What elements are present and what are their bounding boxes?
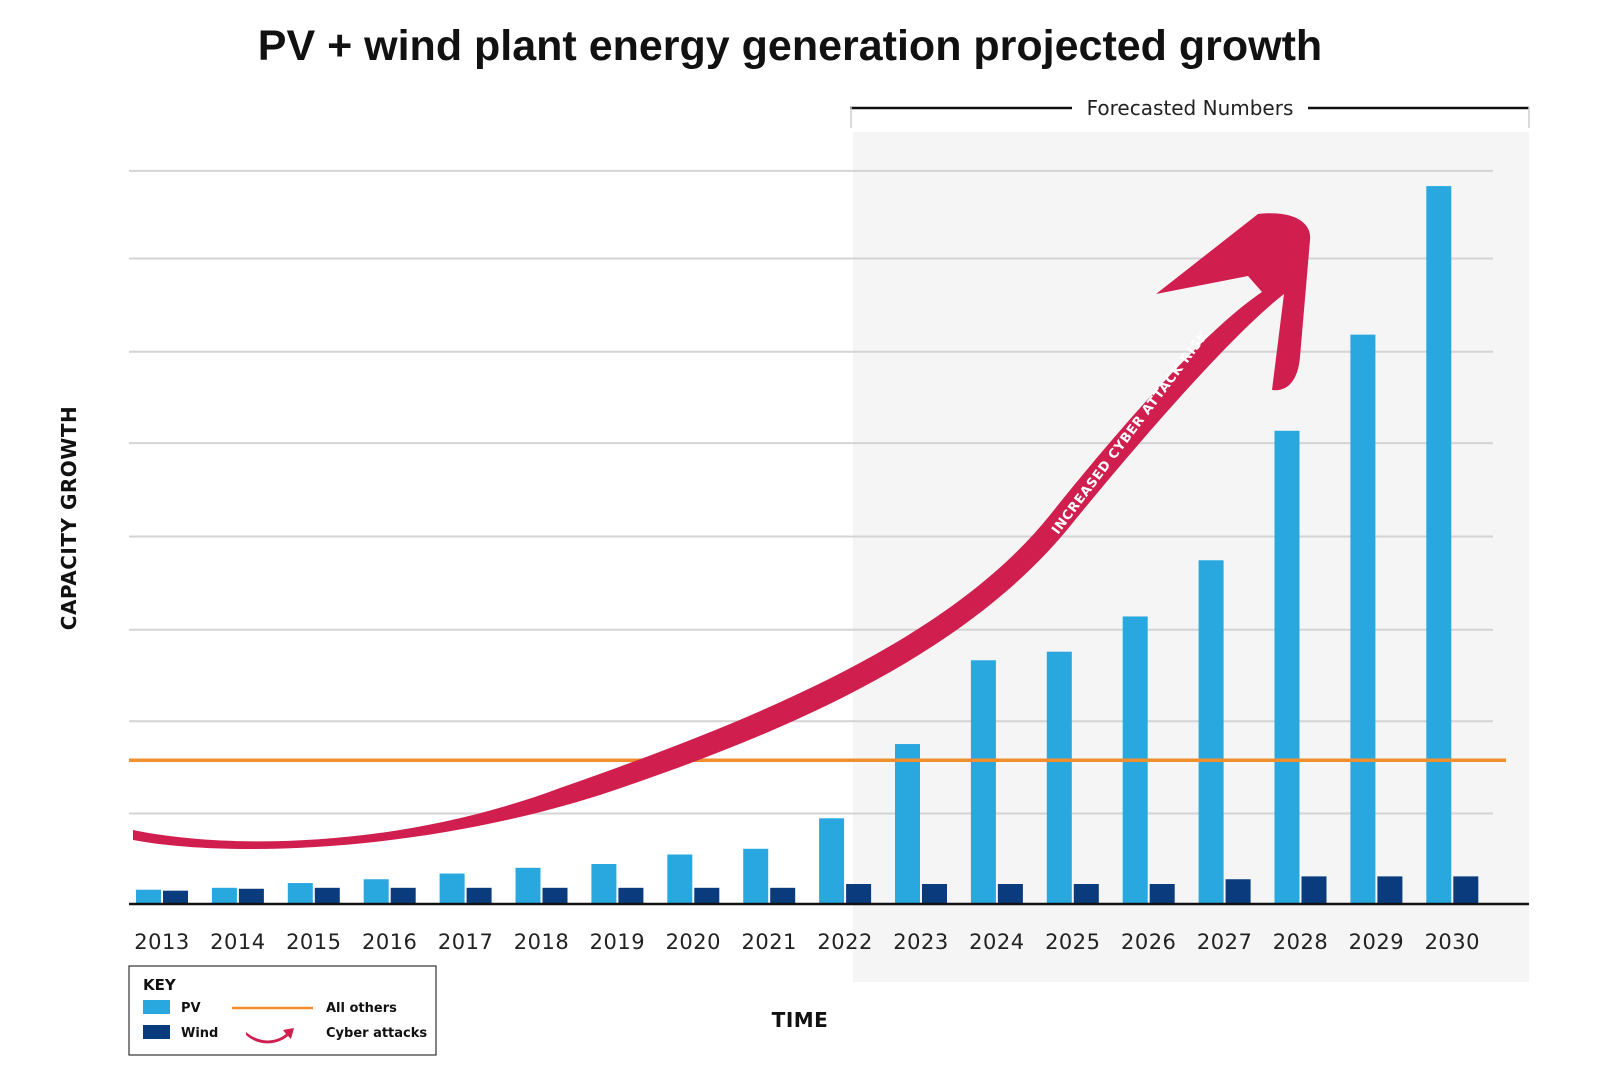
bar-pv-2015 (287, 883, 313, 904)
bar-wind-2014 (238, 888, 264, 904)
bar-pv-2025 (1046, 651, 1072, 904)
bar-wind-2024 (997, 884, 1023, 904)
x-tick-label: 2028 (1273, 930, 1328, 954)
bar-wind-2018 (542, 887, 568, 904)
bar-pv-2017 (439, 873, 465, 904)
bar-wind-2029 (1377, 876, 1403, 904)
x-tick-label: 2026 (1121, 930, 1176, 954)
x-tick-label: 2024 (969, 930, 1024, 954)
bar-pv-2030 (1426, 186, 1452, 905)
bar-pv-2022 (819, 818, 845, 904)
bar-pv-2019 (591, 864, 617, 904)
x-tick-label: 2022 (817, 930, 872, 954)
bar-wind-2022 (846, 884, 872, 904)
bar-pv-2016 (363, 879, 389, 904)
bar-wind-2019 (618, 887, 644, 904)
bar-wind-2021 (770, 887, 796, 904)
x-tick-label: 2025 (1045, 930, 1100, 954)
bar-pv-2021 (743, 848, 769, 904)
bar-pv-2029 (1350, 334, 1376, 905)
x-tick-label: 2015 (286, 930, 341, 954)
x-tick-label: 2013 (134, 930, 189, 954)
bar-wind-2028 (1301, 876, 1327, 904)
bar-wind-2030 (1453, 876, 1479, 904)
x-tick-labels: 2013 2014 2015 2016 2017 2018 2019 2020 2021 2022… (134, 930, 1480, 954)
legend: KEY PV Wind All others Cyber attacks (128, 965, 437, 1056)
bar-pv-2013 (136, 889, 161, 904)
arrow-shape (133, 213, 1311, 850)
bar-wind-2016 (390, 887, 416, 904)
forecast-bracket: Forecasted Numbers (850, 96, 1530, 128)
x-tick-label: 2030 (1425, 930, 1480, 954)
x-tick-label: 2016 (362, 930, 417, 954)
bar-pv-2024 (970, 660, 996, 904)
bar-pv-2028 (1274, 430, 1300, 904)
legend-title: KEY (143, 976, 177, 994)
chart-title: PV + wind plant energy generation projec… (258, 22, 1322, 70)
x-tick-label: 2029 (1349, 930, 1404, 954)
legend-wind-label: Wind (181, 1026, 218, 1041)
legend-wind-swatch (143, 1025, 170, 1039)
x-axis-title: TIME (772, 1008, 829, 1032)
bar-wind-2013 (163, 890, 188, 904)
x-tick-label: 2027 (1197, 930, 1252, 954)
bars (136, 186, 1479, 905)
bar-pv-2027 (1198, 560, 1224, 904)
bar-wind-2027 (1225, 879, 1251, 904)
bar-pv-2020 (667, 854, 693, 904)
legend-cyber-arrow-icon (246, 1028, 294, 1044)
bar-wind-2026 (1149, 884, 1175, 904)
legend-box (128, 965, 437, 1056)
bar-pv-2014 (211, 887, 237, 904)
bar-pv-2023 (895, 744, 920, 904)
y-axis-title: CAPACITY GROWTH (57, 406, 81, 630)
bar-pv-2018 (515, 867, 541, 904)
x-tick-label: 2021 (741, 930, 796, 954)
x-tick-label: 2014 (210, 930, 265, 954)
legend-pv-swatch (143, 1000, 170, 1014)
legend-pv-label: PV (181, 1001, 201, 1016)
bar-wind-2017 (466, 887, 492, 904)
bar-wind-2023 (922, 884, 947, 904)
legend-cyber-label: Cyber attacks (326, 1026, 427, 1041)
x-tick-label: 2020 (666, 930, 721, 954)
bar-wind-2025 (1073, 884, 1099, 904)
x-tick-label: 2023 (893, 930, 948, 954)
bar-wind-2015 (314, 887, 340, 904)
forecast-label: Forecasted Numbers (1087, 96, 1294, 120)
bar-wind-2020 (694, 887, 720, 904)
x-tick-label: 2019 (590, 930, 645, 954)
legend-others-label: All others (326, 1001, 397, 1016)
x-tick-label: 2017 (438, 930, 493, 954)
x-tick-label: 2018 (514, 930, 569, 954)
